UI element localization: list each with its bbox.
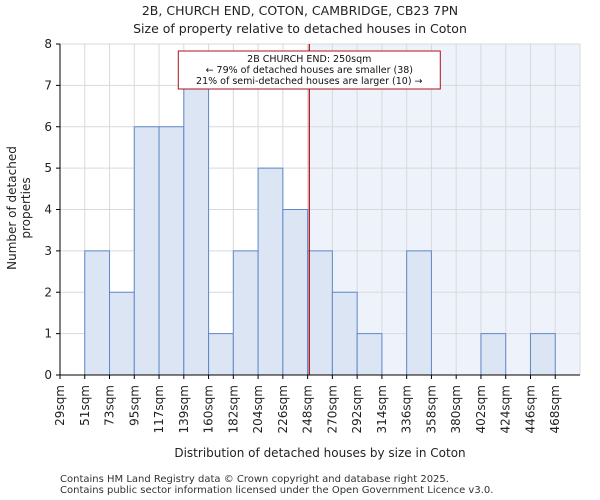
y-tick-label: 5 [44,161,52,175]
bar-117sqm [158,126,185,376]
x-tick-label: 380sqm [449,385,463,433]
x-tick-label: 292sqm [350,385,364,433]
bar-270sqm [331,291,358,376]
x-tick-label: 424sqm [499,385,513,433]
y-tick-label: 3 [44,244,52,258]
y-tick-label: 4 [44,203,52,217]
annotation-box [177,50,441,90]
x-tick-label: 73sqm [103,385,117,426]
bar-204sqm [257,167,284,376]
y-tick-label: 2 [44,285,52,299]
bar-95sqm [133,126,160,376]
y-tick-label: 0 [44,368,52,382]
y-tick-label: 6 [44,120,52,134]
bar-160sqm [208,333,234,376]
y-tick-label: 1 [44,327,52,341]
bar-226sqm [282,209,309,376]
x-tick-label: 95sqm [127,385,141,426]
x-tick-label: 226sqm [276,385,290,433]
bar-292sqm [356,333,383,376]
footer-licence: Contains public sector information licen… [60,485,494,496]
x-tick-label: 446sqm [523,385,537,433]
y-tick-label: 7 [44,78,52,92]
chart-subtitle: Size of property relative to detached ho… [133,21,467,36]
bar-73sqm [109,291,135,376]
x-tick-label: 117sqm [152,385,166,433]
x-tick-label: 248sqm [301,385,315,433]
x-tick-label: 160sqm [202,385,216,433]
bar-248sqm [307,250,333,376]
annotation-line-2: ← 79% of detached houses are smaller (38… [206,65,413,76]
annotation-line-3: 21% of semi-detached houses are larger (… [196,76,423,87]
y-tick-label: 8 [44,37,52,51]
bar-336sqm [406,250,432,376]
bar-139sqm [183,84,210,376]
x-tick-label: 402sqm [474,385,488,433]
bar-182sqm [232,250,259,376]
x-tick-label: 270sqm [325,385,339,433]
x-axis-label: Distribution of detached houses by size … [174,446,466,460]
bar-446sqm [529,333,556,376]
bar-402sqm [480,333,507,376]
x-tick-label: 51sqm [78,385,92,426]
x-tick-label: 29sqm [53,385,67,426]
x-tick-label: 358sqm [424,385,438,433]
x-tick-label: 139sqm [177,385,191,433]
x-tick-label: 336sqm [400,385,414,433]
annotation-line-1: 2B CHURCH END: 250sqm [247,54,371,65]
x-tick-label: 314sqm [375,385,389,433]
x-tick-label: 204sqm [251,385,265,433]
footer-copyright: Contains HM Land Registry data © Crown c… [60,474,449,485]
x-tick-label: 468sqm [548,385,562,433]
x-tick-label: 182sqm [226,385,240,433]
y-axis-label: Number of detached properties [5,146,33,270]
bar-51sqm [84,250,111,376]
chart-title-address: 2B, CHURCH END, COTON, CAMBRIDGE, CB23 7… [141,3,459,18]
